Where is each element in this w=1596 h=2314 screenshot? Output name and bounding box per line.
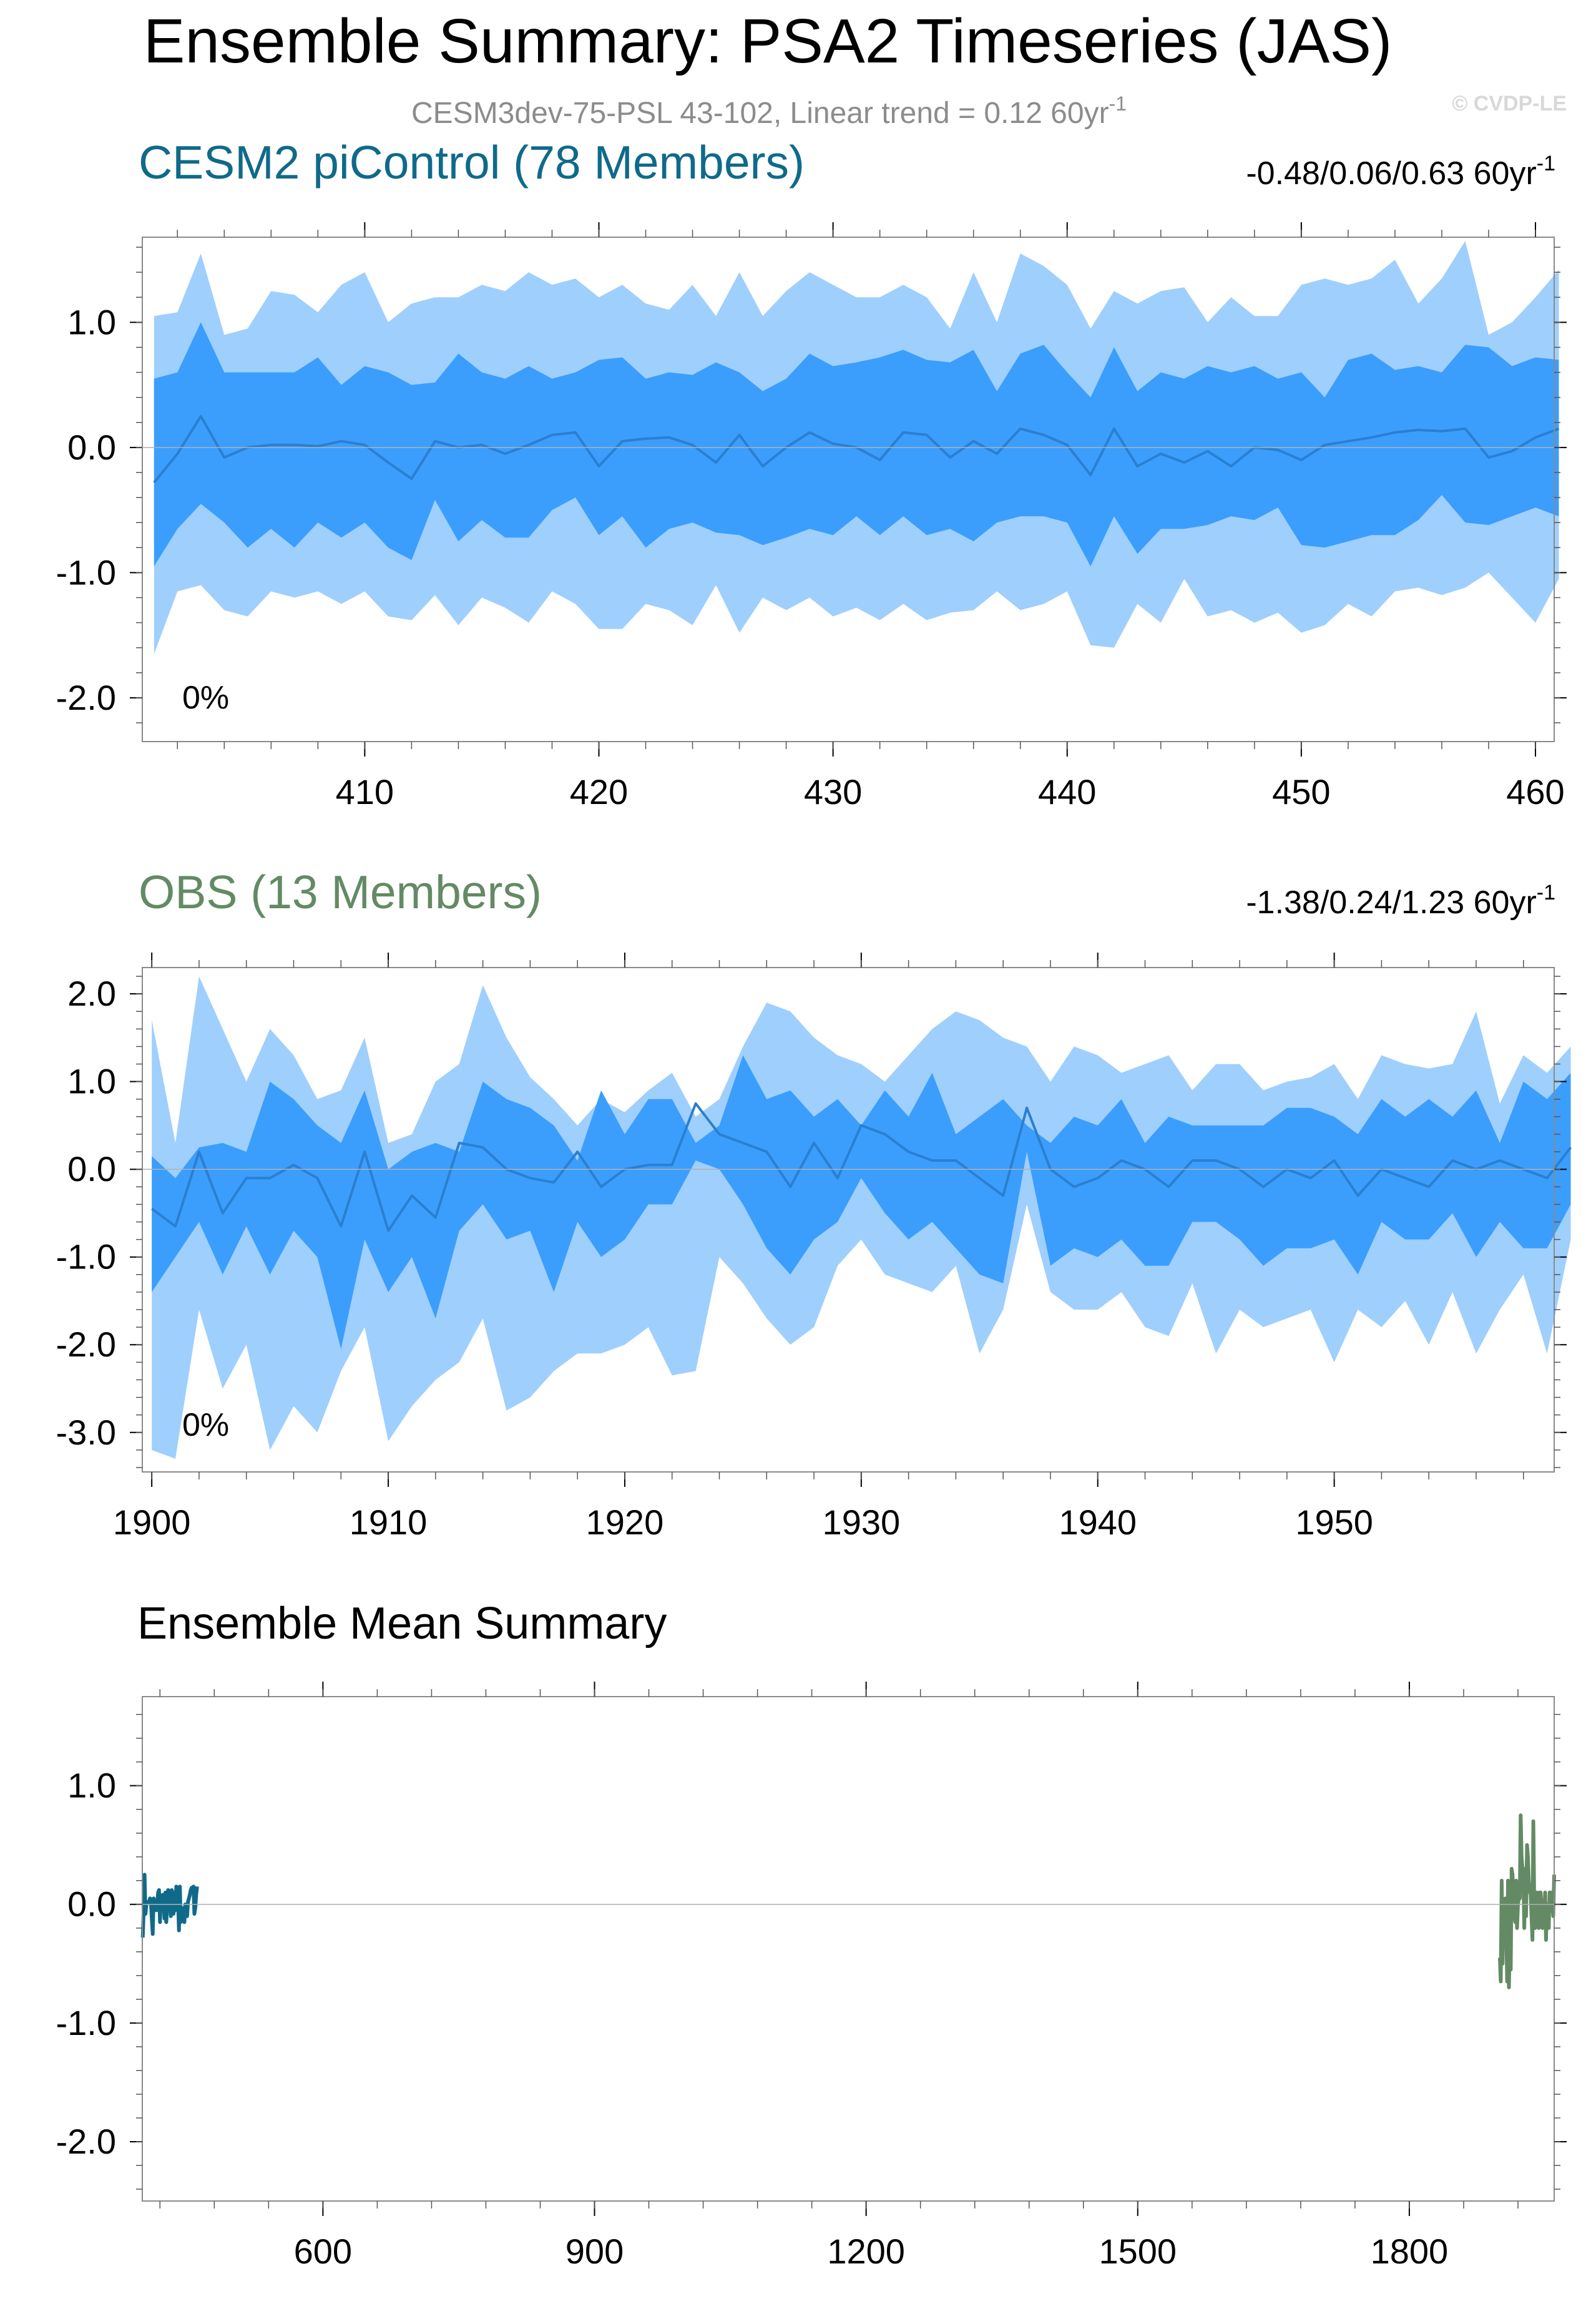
panel2-xtick-label: 1940 — [1059, 1503, 1137, 1542]
panel1-trend-text: -0.48/0.06/0.63 60yr-1 — [1246, 152, 1555, 192]
panel3-ytick-label: 0.0 — [67, 1885, 116, 1924]
panel1-xtick-label: 440 — [1038, 772, 1096, 811]
panel1-trend-superscript: -1 — [1537, 152, 1555, 175]
panel1-ytick-label: -2.0 — [56, 678, 117, 717]
panel3-title: Ensemble Mean Summary — [137, 1599, 667, 1649]
panel1-xtick-label: 420 — [570, 772, 628, 811]
panel2-ytick-label: -2.0 — [56, 1325, 117, 1364]
panel1-ytick-label: 1.0 — [67, 302, 116, 341]
panel1-percent-label: 0% — [182, 680, 229, 716]
panel-ensemble-mean: Ensemble Mean Summary -2.0 -1.0 0.0 1.0 600 9… — [56, 1599, 1567, 2271]
panel3-frame — [142, 1696, 1555, 2202]
panel2-inner-range-band — [152, 1055, 1571, 1350]
panel1-frame — [142, 237, 1555, 742]
panel2-xtick-label: 1910 — [350, 1503, 428, 1542]
panel3-series-line-obs — [1498, 1813, 1556, 1989]
panel2-trend-value: -1.38/0.24/1.23 60yr — [1246, 885, 1536, 921]
panel2-title: OBS (13 Members) — [139, 866, 542, 918]
panel2-xtick-label: 1930 — [823, 1503, 901, 1542]
panel1-trend-value: -0.48/0.06/0.63 60yr — [1246, 155, 1536, 192]
panel2-xtick-label: 1920 — [586, 1503, 664, 1542]
panel2-ytick-label: -3.0 — [56, 1413, 117, 1452]
panel3-ytick-label: -2.0 — [56, 2122, 117, 2161]
panel2-trend-superscript: -1 — [1537, 881, 1555, 905]
panel3-xtick-label: 600 — [294, 2232, 352, 2271]
panel2-ytick-label: 0.0 — [67, 1149, 116, 1189]
panel1-plot-area: -2.0 -1.0 0.0 1.0 410 420 430 440 450 460 — [56, 222, 1567, 811]
panel3-xtick-label: 1500 — [1099, 2232, 1177, 2271]
panel1-inner-range-band — [154, 322, 1559, 567]
panel2-xtick-label: 1950 — [1295, 1503, 1373, 1542]
panel3-xtick-label: 1800 — [1371, 2232, 1449, 2271]
panel-obs: OBS (13 Members) -1.38/0.24/1.23 60yr-1 … — [56, 866, 1572, 1542]
subtitle-text: CESM3dev-75-PSL 43-102, Linear trend = 0… — [411, 97, 1109, 130]
panel2-outer-range-band — [152, 976, 1571, 1459]
panel2-xtick-label: 1900 — [113, 1503, 191, 1542]
panel1-xtick-label: 430 — [804, 772, 862, 811]
panel2-ytick-label: 2.0 — [67, 974, 116, 1013]
panel2-ytick-label: -1.0 — [56, 1237, 117, 1277]
panel3-ytick-label: -1.0 — [56, 2003, 117, 2042]
subtitle-superscript: -1 — [1109, 92, 1127, 115]
panel1-title: CESM2 piControl (78 Members) — [139, 136, 805, 189]
panel3-xtick-label: 900 — [565, 2232, 624, 2271]
panel1-ytick-label: -1.0 — [56, 552, 117, 592]
panel3-series-line-cesm2 — [140, 1873, 199, 1938]
panel3-ytick-label: 1.0 — [67, 1766, 116, 1805]
panel1-ytick-label: 0.0 — [67, 428, 116, 467]
panel1-xtick-label: 460 — [1506, 772, 1564, 811]
panel-cesm2-picontrol: CESM2 piControl (78 Members) -0.48/0.06/… — [56, 136, 1567, 811]
page-title: Ensemble Summary: PSA2 Timeseries (JAS) — [144, 6, 1393, 76]
panel2-percent-label: 0% — [182, 1407, 229, 1443]
panel2-frame — [142, 967, 1555, 1473]
panel3-xtick-label: 1200 — [827, 2232, 905, 2271]
panel2-plot-area: -3.0 -2.0 -1.0 0.0 1.0 2.0 1900 1910 1920 1930 194… — [56, 953, 1572, 1542]
panel1-xtick-label: 450 — [1272, 772, 1330, 811]
panel2-trend-text: -1.38/0.24/1.23 60yr-1 — [1246, 881, 1555, 921]
panel2-ytick-label: 1.0 — [67, 1062, 116, 1101]
page-subtitle: CESM3dev-75-PSL 43-102, Linear trend = 0… — [411, 92, 1127, 130]
panel2-ensemble-mean-line — [151, 1102, 1572, 1232]
panel1-xtick-label: 410 — [336, 772, 394, 811]
panel3-plot-area: -2.0 -1.0 0.0 1.0 600 900 1200 1500 1800 — [56, 1682, 1567, 2271]
watermark: © CVDP-LE — [1452, 92, 1567, 115]
